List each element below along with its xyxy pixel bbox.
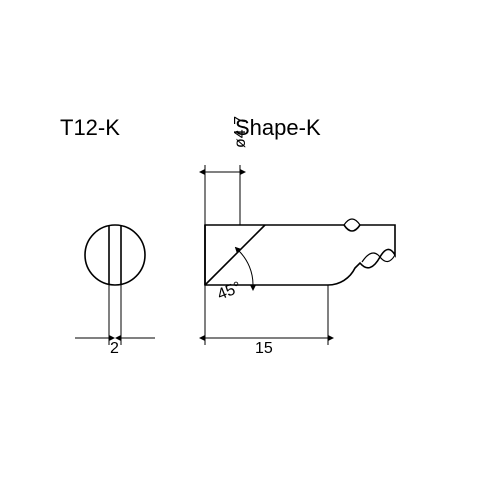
break-top — [344, 219, 360, 225]
dim-angle — [239, 251, 253, 285]
diagram-canvas: T12-K Shape-K — [0, 0, 500, 500]
side-outline — [205, 225, 395, 285]
front-circle — [85, 225, 145, 285]
dim-diameter-label: ø4.7 — [232, 116, 250, 148]
dim-front-width — [75, 284, 155, 345]
dim-front-width-label: 2 — [110, 340, 119, 358]
side-view — [205, 219, 395, 285]
dim-diameter — [205, 165, 240, 225]
drawing-svg — [0, 0, 500, 500]
bevel-line — [205, 225, 265, 285]
dim-length-label: 15 — [255, 340, 273, 358]
front-view — [85, 225, 145, 285]
